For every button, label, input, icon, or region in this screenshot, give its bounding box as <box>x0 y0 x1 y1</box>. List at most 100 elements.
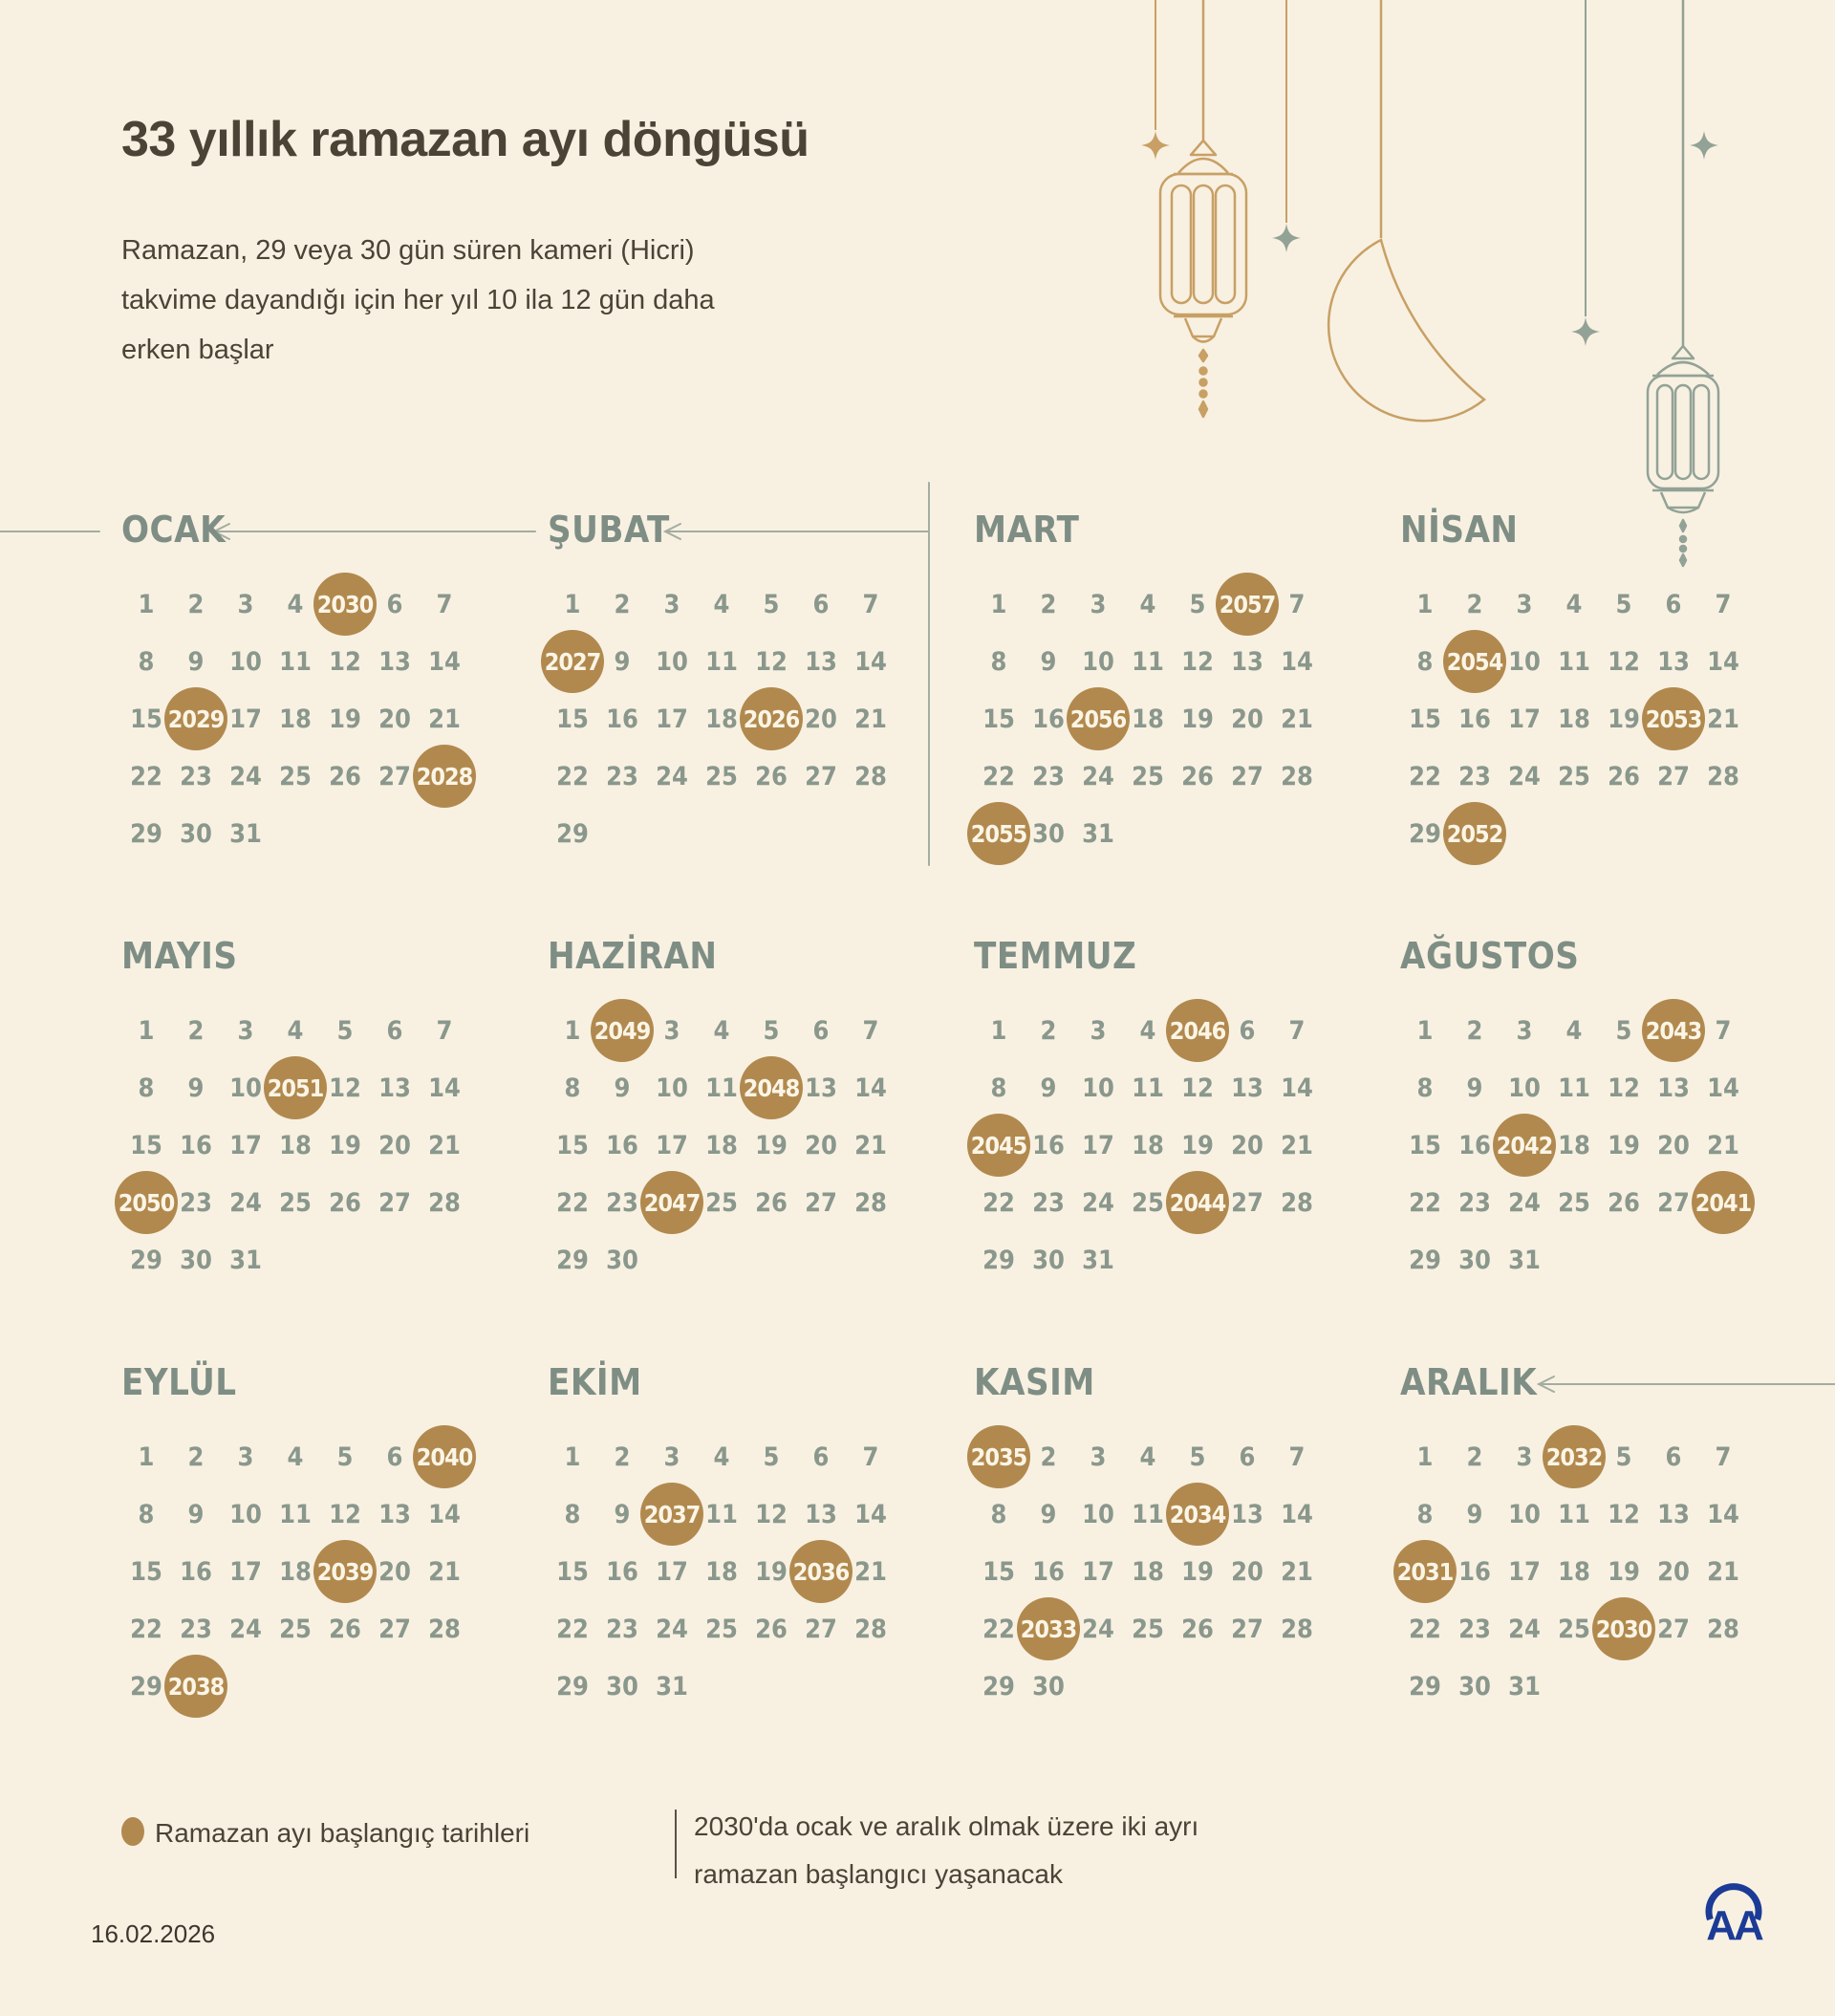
day-cell: 17 <box>1500 1543 1549 1600</box>
day-number: 11 <box>1558 646 1590 677</box>
day-number: 10 <box>1082 1073 1114 1103</box>
day-cell: 16 <box>597 1116 647 1174</box>
day-cell: 6 <box>1649 575 1698 633</box>
day-cell: 20 <box>1222 1116 1272 1174</box>
day-cell: 25 <box>1549 748 1599 805</box>
day-number: 29 <box>1409 1245 1441 1275</box>
day-cell: 9 <box>1450 1059 1500 1116</box>
day-number: 17 <box>229 1130 262 1160</box>
day-cell: 1 <box>1400 1002 1450 1059</box>
day-cell: 24 <box>1073 748 1123 805</box>
day-cell: 2054 <box>1443 630 1506 693</box>
day-cell: 12 <box>1599 1485 1649 1543</box>
month-title: NİSAN <box>1400 509 1519 551</box>
day-number: 1 <box>138 1442 155 1472</box>
day-cell: 13 <box>370 1059 420 1116</box>
day-cell: 26 <box>1173 748 1222 805</box>
day-cell: 2 <box>171 1428 221 1485</box>
day-cell: 24 <box>1073 1174 1123 1231</box>
day-number: 17 <box>1508 704 1541 734</box>
day-cell: 11 <box>1549 1059 1599 1116</box>
day-number: 14 <box>1707 1073 1739 1103</box>
day-cell: 1 <box>974 575 1024 633</box>
day-number: 19 <box>329 704 361 734</box>
day-number: 13 <box>1231 1073 1263 1103</box>
month-days: 2035 2 3 4 5 6 7 8 9 10 11 2034 13 14 15 16 17 18 19 20 21 22… <box>967 1425 1400 1715</box>
day-number: 14 <box>854 1499 887 1529</box>
day-number: 27 <box>1231 1614 1263 1644</box>
day-number: 9 <box>614 1073 631 1103</box>
day-cell: 17 <box>221 1543 270 1600</box>
day-cell: 31 <box>1500 1658 1549 1715</box>
day-cell: 7 <box>420 575 469 633</box>
month-block: AĞUSTOS 1 2 3 4 5 2043 7 8 9 10 11 12 13 14 15 16 2042 18 1… <box>1400 935 1826 1361</box>
day-cell: 27 <box>1222 1600 1272 1658</box>
day-number: 26 <box>329 761 361 791</box>
day-number: 3 <box>1090 1442 1107 1472</box>
day-number: 21 <box>428 1556 461 1587</box>
day-number: 16 <box>1458 704 1491 734</box>
crescent-moon-icon <box>1327 0 1486 423</box>
day-number: 22 <box>982 761 1015 791</box>
day-cell: 23 <box>171 1600 221 1658</box>
day-number: 2 <box>1466 1015 1483 1046</box>
day-number: 3 <box>1090 589 1107 619</box>
day-number: 1 <box>1416 1015 1434 1046</box>
day-number: 2 <box>187 1442 205 1472</box>
month-title: ARALIK <box>1400 1361 1538 1403</box>
day-number: 28 <box>1281 761 1313 791</box>
day-number: 30 <box>1032 1671 1065 1702</box>
day-number: 20 <box>1231 1556 1263 1587</box>
day-cell: 26 <box>746 748 796 805</box>
day-cell: 21 <box>1698 1116 1748 1174</box>
day-cell: 23 <box>1450 1600 1500 1658</box>
day-cell: 1 <box>548 1002 597 1059</box>
day-number: 24 <box>656 1614 688 1644</box>
day-number: 6 <box>386 589 403 619</box>
day-number: 15 <box>556 704 589 734</box>
month-block: NİSAN 1 2 3 4 5 6 7 8 2054 10 11 12 13 14 15 16 17 18 19 205… <box>1400 509 1826 935</box>
day-cell: 26 <box>1599 1174 1649 1231</box>
day-number: 6 <box>1239 1442 1256 1472</box>
day-cell: 3 <box>647 575 697 633</box>
day-cell: 25 <box>697 1600 746 1658</box>
day-number: 11 <box>1558 1499 1590 1529</box>
day-cell: 20 <box>1649 1543 1698 1600</box>
day-number: 22 <box>1409 761 1441 791</box>
day-cell: 19 <box>746 1543 796 1600</box>
day-number: 18 <box>705 1556 738 1587</box>
sparkle-star-icon <box>1272 224 1301 252</box>
day-cell: 17 <box>221 1116 270 1174</box>
day-cell: 19 <box>1173 1116 1222 1174</box>
ramadan-start-year-bubble: 2054 <box>1443 630 1506 693</box>
day-number: 24 <box>229 1614 262 1644</box>
day-number: 31 <box>229 1245 262 1275</box>
day-number: 29 <box>130 1245 162 1275</box>
day-cell: 27 <box>1222 1174 1272 1231</box>
day-number: 31 <box>656 1671 688 1702</box>
day-number: 18 <box>1558 704 1590 734</box>
day-number: 13 <box>805 646 837 677</box>
day-number: 29 <box>556 1245 589 1275</box>
day-number: 3 <box>1090 1015 1107 1046</box>
day-number: 15 <box>130 704 162 734</box>
day-cell: 5 <box>1599 1428 1649 1485</box>
day-number: 2 <box>614 1442 631 1472</box>
day-cell: 19 <box>1599 690 1649 748</box>
month-days: 1 2 3 2032 5 6 7 8 9 10 11 12 13 14 2031 16 17 18 19 20 21 22… <box>1393 1425 1826 1715</box>
day-number: 25 <box>1558 761 1590 791</box>
day-number: 7 <box>1715 1442 1732 1472</box>
month-title: MART <box>974 509 1080 551</box>
day-number: 21 <box>1281 704 1313 734</box>
day-cell: 1 <box>1400 575 1450 633</box>
ramadan-start-year-bubble: 2026 <box>740 687 803 750</box>
month-block: HAZİRAN 1 2049 3 4 5 6 7 8 9 10 11 2048 13 14 15 16 17 18 1… <box>548 935 974 1361</box>
day-cell: 13 <box>370 1485 420 1543</box>
day-cell: 7 <box>1698 1002 1748 1059</box>
ramadan-start-year-bubble: 2050 <box>115 1171 178 1234</box>
day-cell: 10 <box>221 1059 270 1116</box>
day-number: 1 <box>990 1015 1007 1046</box>
day-number: 20 <box>378 1556 411 1587</box>
day-cell: 21 <box>846 1116 896 1174</box>
day-number: 26 <box>1181 1614 1214 1644</box>
